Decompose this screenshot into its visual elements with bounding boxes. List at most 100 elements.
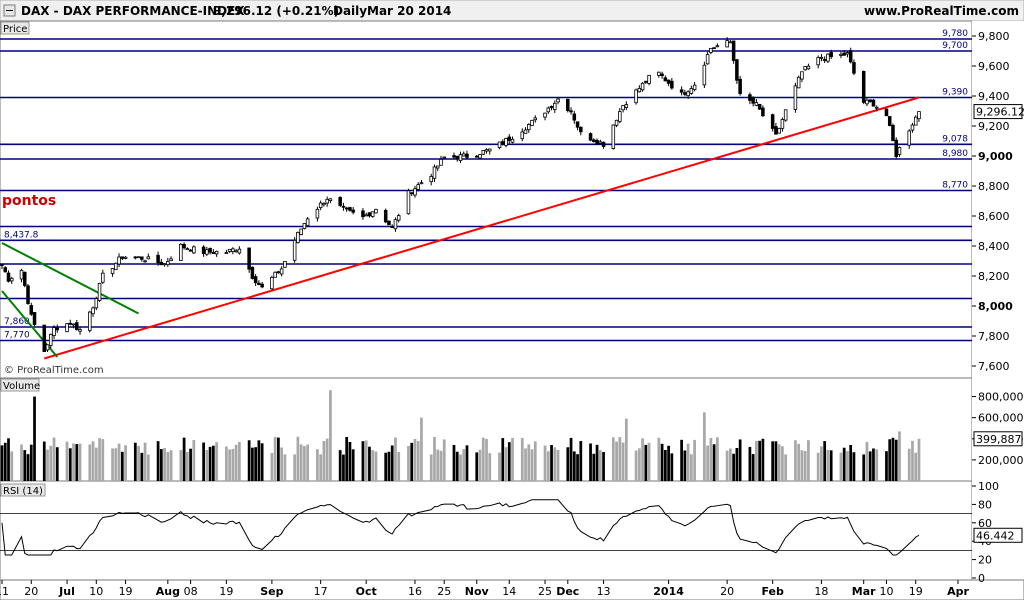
volume-bar [159,449,163,481]
volume-bar [413,438,417,481]
trendline-0 [43,96,920,360]
candle [387,220,391,226]
symbol-title: DAX - DAX PERFORMANCE-INDEX [21,4,245,18]
volume-bar [78,443,82,481]
candle [780,119,785,129]
volume-bar [592,453,596,481]
volume-bar [325,438,329,481]
volume-bar [507,442,511,481]
volume-bar [455,451,459,481]
brand-label: www.ProRealTime.com [864,4,1019,18]
candle [429,176,433,183]
candle [913,116,918,126]
volume-bar [637,448,641,481]
candle [140,256,144,260]
candle [644,80,648,83]
volume-bar [75,444,79,481]
candle [383,209,388,223]
candle [97,282,102,301]
volume-bar [390,445,394,481]
volume-bar [826,449,830,481]
candle [253,276,258,284]
candle [751,97,755,104]
candle [231,248,235,252]
volume-bar [823,441,827,481]
ytick-label: 7,800 [978,330,1010,343]
volume-bar [647,442,651,481]
volume-bar [306,444,310,481]
volume-bar [420,417,423,481]
volume-panel-label: Volume [3,381,40,392]
volume-bar [641,438,644,481]
volume-bar [140,452,144,481]
volume-bar [277,437,280,481]
volume-bar [182,437,186,481]
volume-bar [29,444,33,481]
volume-bar [546,451,550,481]
candle [894,139,898,157]
volume-bar [481,437,485,481]
candle [0,263,4,266]
candle [917,111,921,120]
candle [624,104,629,108]
candle [65,323,69,333]
candle [71,323,76,326]
candle [283,261,287,268]
candle [777,128,781,134]
trendline-1 [1,242,140,315]
volume-bar [23,450,27,481]
level-label-0: 9,780 [942,29,968,39]
candle [120,256,125,259]
xtick-label: Nov [465,585,490,598]
ytick-label: 9,200 [978,120,1010,133]
candle [322,203,326,206]
candle [861,71,866,103]
candle [728,41,733,44]
xtick-label: Oct [356,585,377,598]
candle [783,109,788,121]
candle [227,248,232,252]
candle [865,99,869,105]
volume-bar [865,441,869,481]
volume-bar [374,451,378,481]
volume-bar [280,447,284,481]
price-last-tag: 9,296.12 [976,106,1024,119]
volume-bar [91,441,95,481]
volume-bar [416,441,420,481]
candle [601,141,606,147]
volume-bar [439,450,443,481]
candle [796,76,801,89]
candle [588,133,593,141]
candle [487,148,492,152]
xtick-label: 20 [720,585,734,598]
price-panel-label: Price [3,24,27,35]
candle [504,137,508,146]
volume-bar [611,437,615,481]
volume-bar [189,448,192,481]
candle [305,218,310,226]
candle [829,52,833,58]
ytick-label: 9,400 [978,90,1010,103]
volume-bar [800,450,804,481]
volume-bar [703,412,706,481]
candle [770,114,775,129]
candle [689,88,694,94]
candle [162,263,167,266]
candle [845,52,850,55]
ytick-label: 80 [978,498,992,511]
volume-bar [839,452,843,481]
candle [715,45,720,48]
xtick-label: 25 [538,585,552,598]
volume-bar [485,438,488,481]
xtick-label: 16 [408,585,422,598]
ytick-label: 8,800 [978,180,1010,193]
candle [640,82,645,91]
volume-bar [816,452,820,481]
candle [367,212,372,217]
candle [611,124,616,150]
candle [826,53,830,62]
candle [848,50,853,63]
volume-bar [709,437,713,481]
candle [683,92,687,95]
volume-bar [634,450,638,481]
